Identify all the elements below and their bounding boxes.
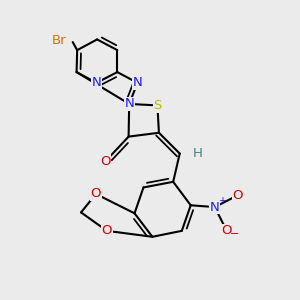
Text: N: N [92,76,101,89]
Text: N: N [210,201,220,214]
Text: O: O [91,188,101,200]
Text: +: + [218,196,226,206]
Text: S: S [153,99,162,112]
Text: O: O [221,224,232,237]
Text: N: N [133,76,142,89]
Text: N: N [124,98,134,110]
Text: O: O [233,189,243,202]
Text: H: H [193,147,202,160]
Text: O: O [102,224,112,237]
Text: Br: Br [52,34,67,47]
Text: O: O [100,155,111,168]
Text: −: − [230,229,240,239]
